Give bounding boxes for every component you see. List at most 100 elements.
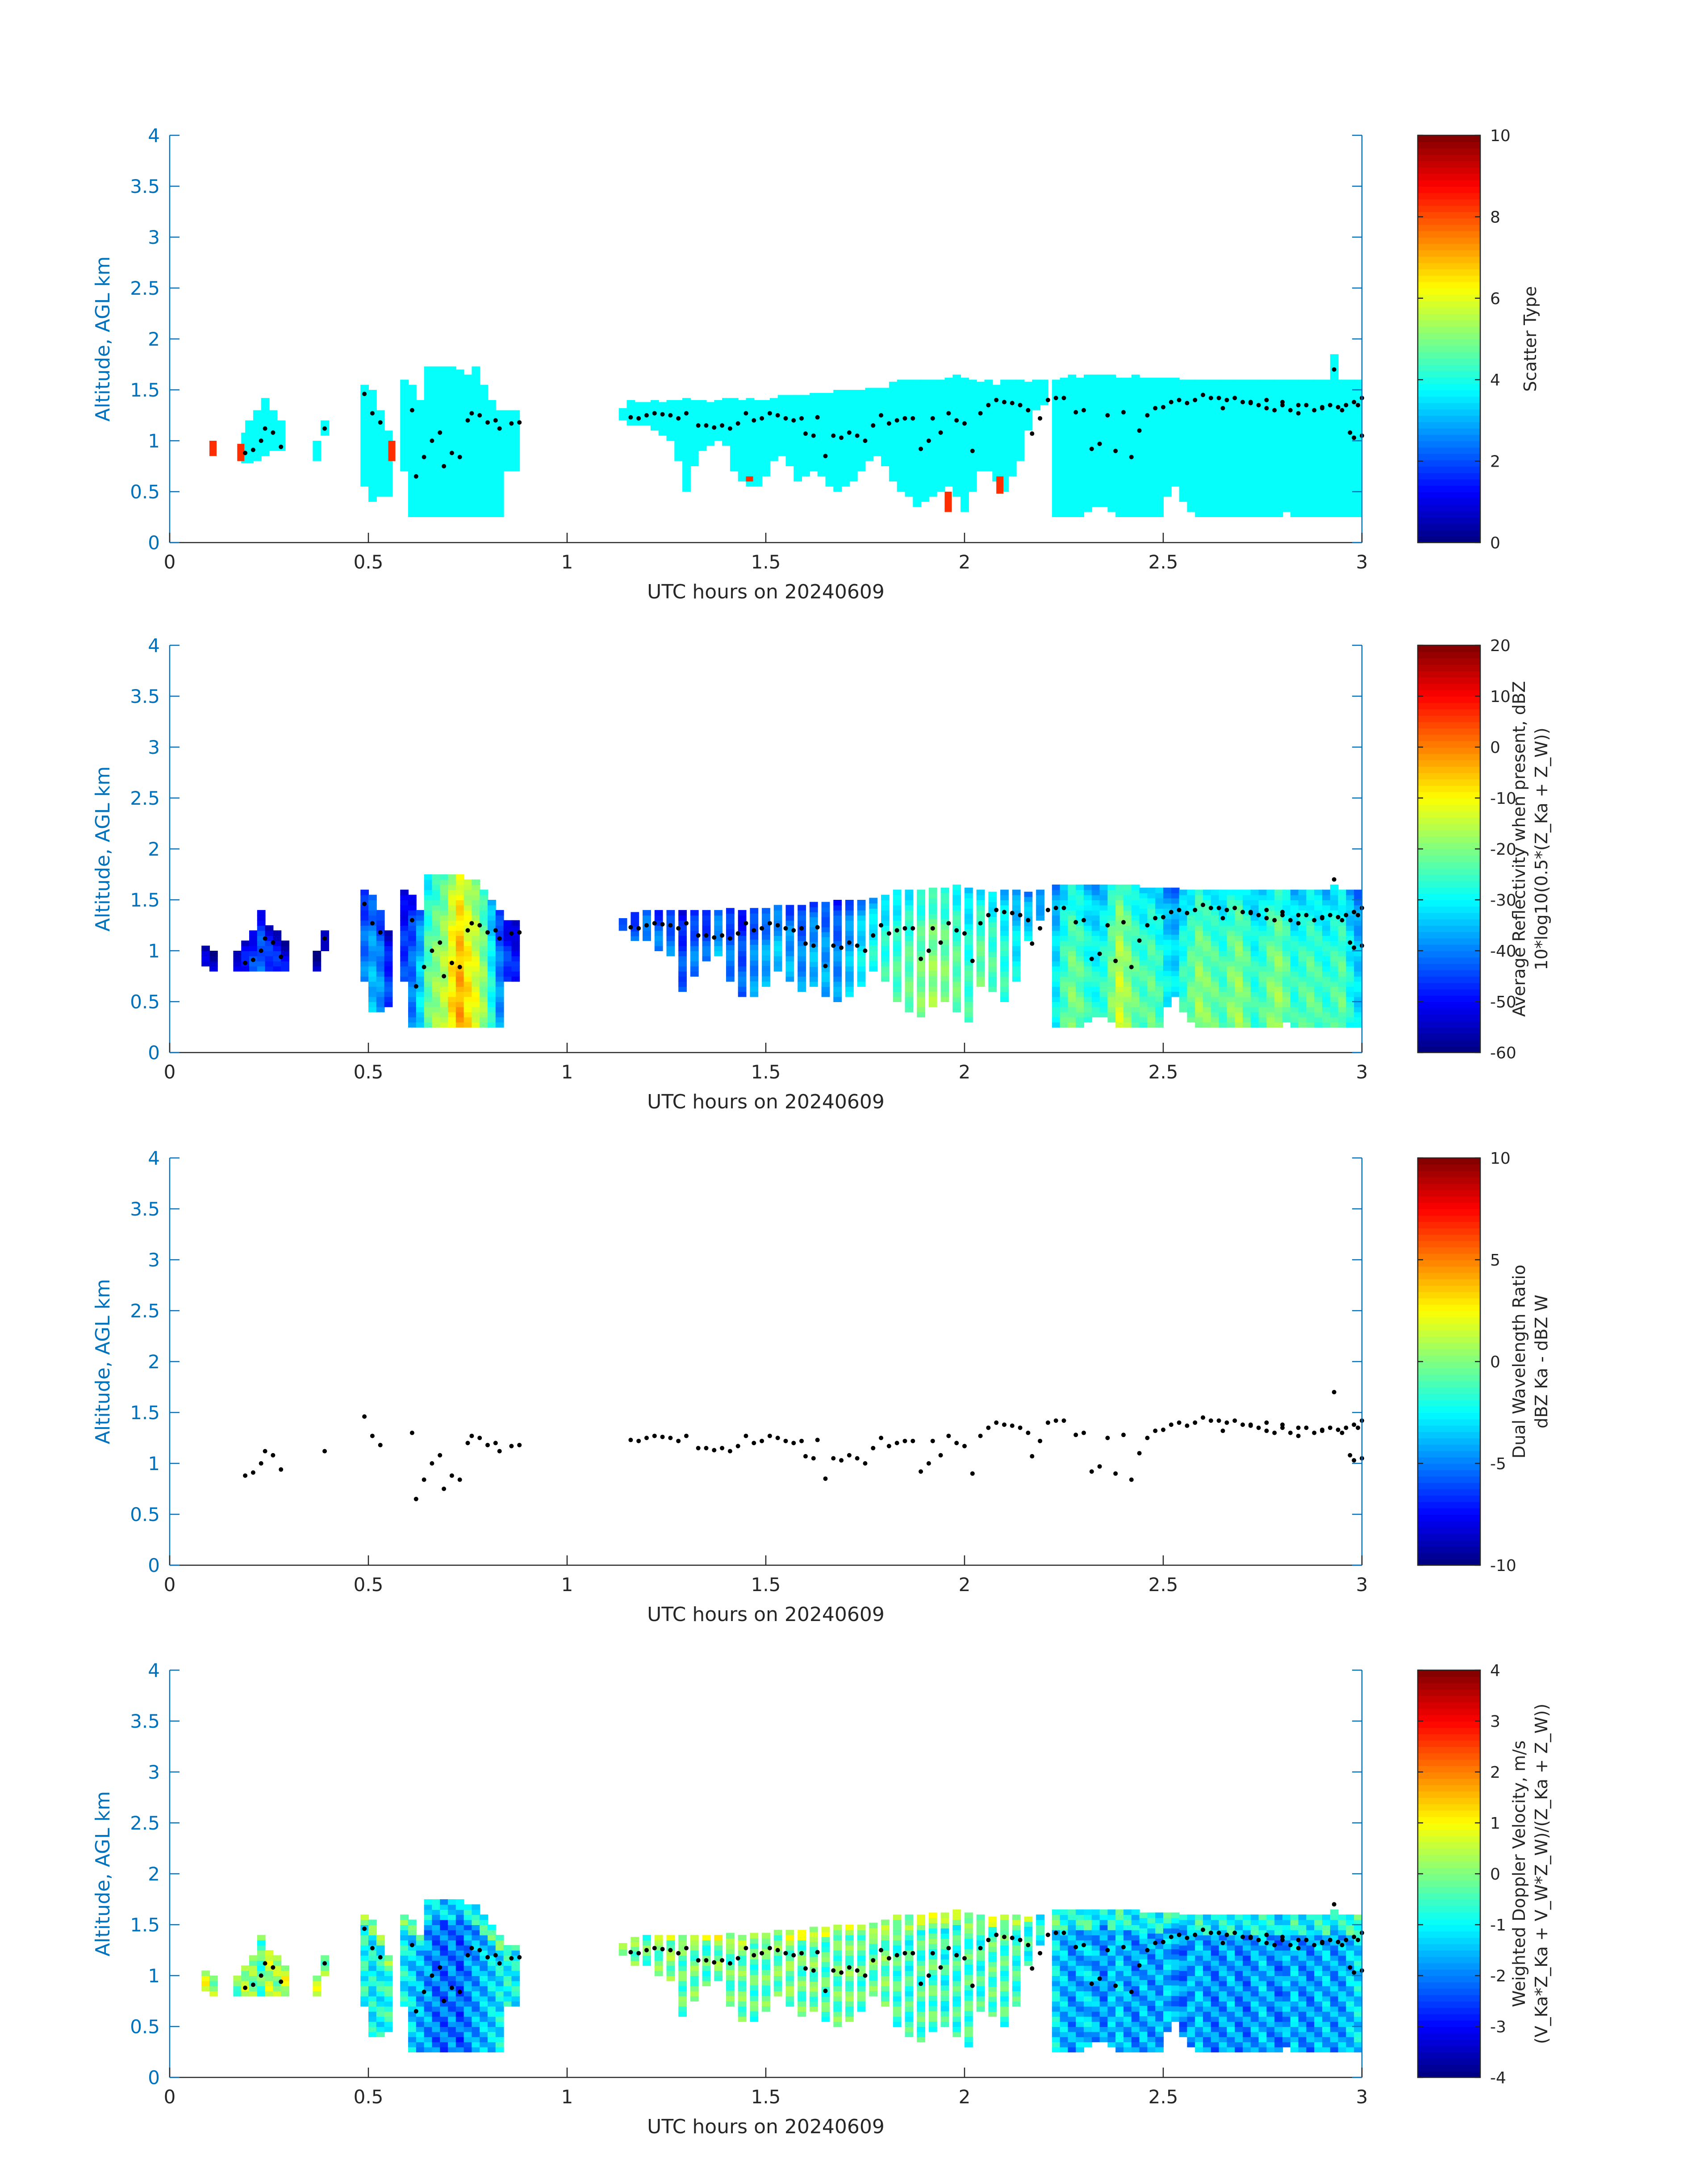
cloud-base-dot	[831, 943, 836, 948]
cloud-cell	[1306, 925, 1315, 931]
cloud-cell	[1115, 2031, 1124, 2037]
cloud-cell	[376, 1981, 385, 1986]
cloud-cell	[1000, 2021, 1009, 2027]
cloud-cell	[1123, 981, 1132, 987]
cloud-cell	[360, 2001, 369, 2007]
cloud-cell	[424, 1955, 433, 1961]
cloud-base-dot	[259, 1461, 263, 1466]
cloud-cell	[1227, 2031, 1236, 2037]
cloud-cell	[1179, 380, 1188, 502]
cloud-cell	[905, 1935, 914, 1941]
cloud-cell	[917, 925, 925, 931]
cloud-base-dot	[1169, 1422, 1173, 1427]
cloud-cell	[1012, 956, 1021, 961]
cloud-cell	[1147, 1001, 1156, 1007]
colorbar-segment	[1418, 658, 1480, 665]
cloud-cell	[905, 2027, 914, 2032]
cloud-cell	[1084, 945, 1092, 951]
cloud-cell	[480, 2021, 488, 2027]
cloud-cell	[857, 1945, 866, 1951]
cloud-cell	[440, 961, 448, 967]
cloud-cell	[1076, 956, 1084, 961]
cloud-cell	[726, 965, 735, 971]
cloud-cell	[1084, 1970, 1092, 1976]
cloud-cell	[440, 925, 448, 931]
cloud-cell	[1076, 377, 1084, 517]
cloud-cell	[762, 1964, 770, 1970]
cloud-cell	[1123, 935, 1132, 941]
cloud-cell	[631, 1951, 639, 1956]
cloud-cell	[1084, 1935, 1092, 1941]
cloud-cell	[952, 1919, 961, 1925]
cloud-cell	[1203, 1007, 1211, 1012]
cloud-cell	[917, 894, 925, 900]
cloud-cell	[384, 1985, 393, 1992]
colorbar-segment	[1418, 696, 1480, 703]
colorbar-segment	[1418, 1027, 1480, 1034]
cloud-base-dot	[930, 926, 935, 931]
cloud-base-dot	[831, 433, 836, 438]
cloud-base-dot	[712, 935, 717, 940]
cloud-cell	[265, 1970, 274, 1976]
cloud-cell	[464, 1017, 472, 1023]
cloud-cell	[1282, 945, 1291, 951]
colorbar-segment	[1418, 1040, 1480, 1047]
cloud-cell	[1187, 981, 1196, 987]
cloud-cell	[408, 2031, 417, 2037]
cloud-cell	[448, 2042, 456, 2047]
cloud-cell	[1187, 935, 1196, 941]
cloud-cell	[1195, 1017, 1203, 1023]
cloud-base-dot	[1336, 405, 1341, 409]
cloud-cell	[416, 956, 425, 961]
cloud-cell	[313, 1985, 322, 1992]
cloud-cell	[1274, 1985, 1283, 1992]
cloud-cell	[1290, 2047, 1299, 2052]
cloud-cell	[511, 1991, 520, 1997]
cloud-cell	[360, 1955, 369, 1961]
cloud-cell	[464, 2047, 472, 2052]
x-tick-label: 3	[1356, 1061, 1368, 1083]
cloud-base-dot	[1240, 1422, 1245, 1427]
cloud-cell	[1243, 920, 1251, 926]
cloud-base-dot	[485, 420, 490, 425]
cloud-cell	[928, 919, 937, 924]
cloud-cell	[841, 390, 850, 487]
cloud-cell	[1091, 1955, 1100, 1961]
cloud-cell	[400, 1940, 409, 1946]
cloud-cell	[1163, 1969, 1172, 1975]
cloud-cell	[798, 1960, 806, 1966]
cloud-cell	[1354, 890, 1362, 895]
cloud-cell	[1171, 991, 1180, 997]
cloud-cell	[905, 2011, 914, 2017]
cloud-cell	[769, 398, 778, 461]
colorbar-segment	[1418, 906, 1480, 913]
cloud-cell	[1076, 2001, 1084, 2007]
x-tick-label: 0.5	[354, 1574, 384, 1596]
cloud-cell	[1243, 1940, 1251, 1946]
cloud-cell	[1076, 1996, 1084, 2002]
cloud-cell	[1187, 1955, 1196, 1961]
cloud-cell	[1195, 2011, 1203, 2017]
cloud-cell	[1091, 1940, 1100, 1946]
cloud-cell	[1060, 930, 1069, 936]
cloud-cell	[1235, 930, 1243, 936]
cloud-cell	[833, 981, 842, 987]
y-tick-label: 1	[148, 430, 160, 452]
colorbar-segment	[1418, 1177, 1480, 1184]
cloud-cell	[690, 1965, 699, 1971]
cloud-cell	[1139, 960, 1148, 966]
cloud-cell	[1274, 1914, 1283, 1920]
cloud-cell	[1099, 2021, 1108, 2027]
cloud-cell	[738, 966, 747, 972]
cloud-cell	[1290, 1914, 1299, 1920]
cloud-cell	[1068, 945, 1077, 951]
cloud-cell	[968, 380, 977, 492]
cloud-cell	[480, 1960, 488, 1966]
cloud-cell	[678, 1955, 687, 1961]
cloud-cell	[1139, 2016, 1148, 2022]
colorbar-segment	[1418, 817, 1480, 824]
cloud-cell	[845, 1996, 854, 2002]
cloud-cell	[845, 945, 854, 951]
cloud-cell	[408, 966, 417, 972]
cloud-cell	[495, 1976, 504, 1981]
